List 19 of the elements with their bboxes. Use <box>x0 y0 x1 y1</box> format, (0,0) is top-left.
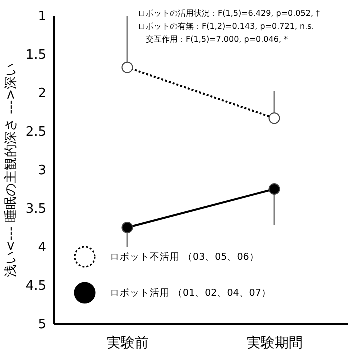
point <box>122 222 134 234</box>
y-tick-label: 1 <box>38 10 46 24</box>
y-tick-label: 1.5 <box>26 48 46 63</box>
y-tick-label: 3.5 <box>26 202 46 217</box>
legend-label: ロボット不活用 （03、05、06） <box>110 251 260 263</box>
annotation: 交互作用：F(1,5)=7.000, p=0.046, * <box>146 35 288 44</box>
x-tick-label: 実験期間 <box>247 336 303 352</box>
annotation: ロボットの活用状況：F(1,5)=6.429, p=0.052, † <box>138 9 320 18</box>
point <box>268 184 280 195</box>
legend-label: ロボット活用 （01、02、04、07） <box>110 287 272 299</box>
y-tick-label: 2 <box>38 86 46 102</box>
y-tick-label: 4 <box>38 240 46 256</box>
x-tick-label: 実験前 <box>107 336 149 352</box>
annotation: ロボットの有無：F(1,2)=0.143, p=0.721, n.s. <box>138 22 314 31</box>
y-axis-title: 浅い<--- 睡眠の主観的深さ --->深い <box>2 63 19 278</box>
y-tick-label: 3 <box>38 164 46 178</box>
y-tick-label: 5 <box>38 318 46 332</box>
y-tick-label: 4.5 <box>26 279 46 294</box>
y-tick-label: 2.5 <box>26 125 46 140</box>
